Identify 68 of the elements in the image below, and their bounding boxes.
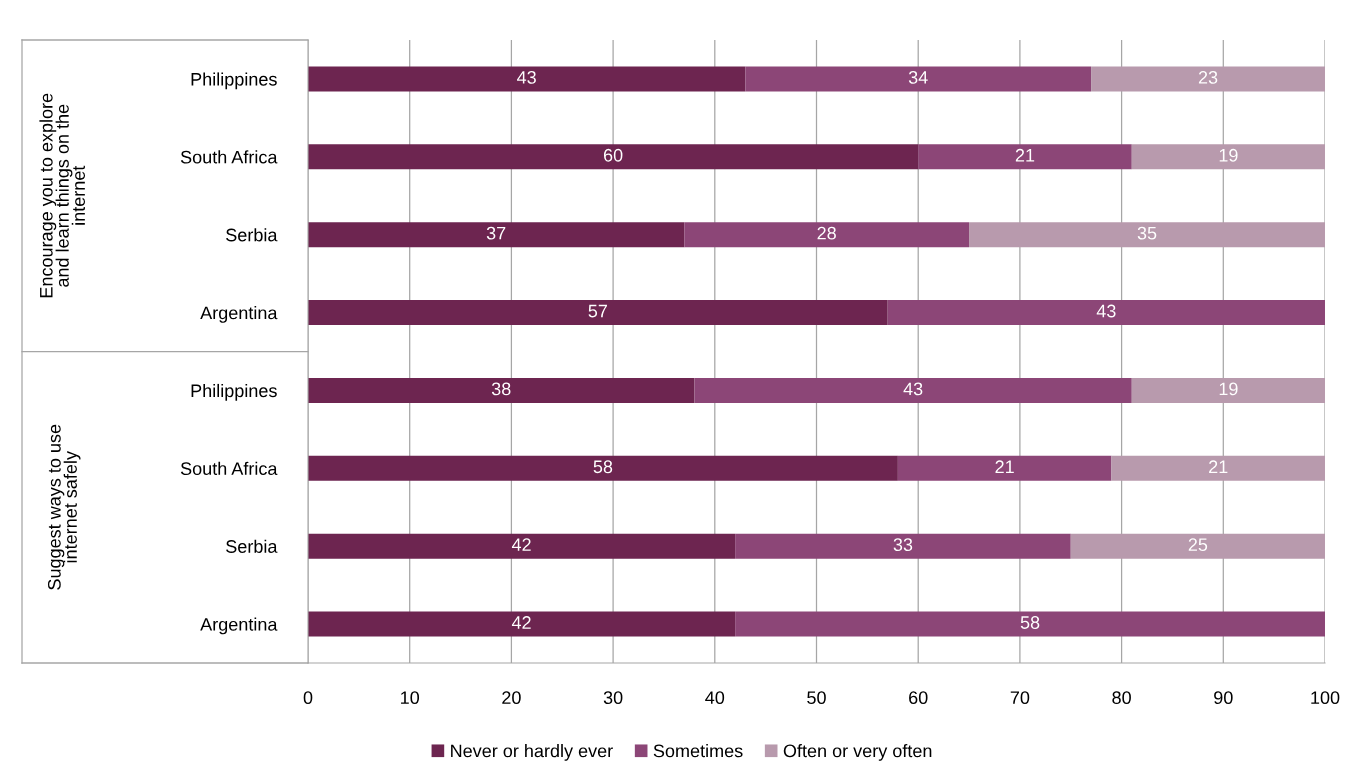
x-tick-label: 10 bbox=[401, 691, 420, 705]
x-tick-label: 90 bbox=[1214, 691, 1233, 705]
y-tick-label: South Africa bbox=[180, 461, 278, 476]
bar bbox=[969, 222, 1325, 248]
data-label: 58 bbox=[593, 460, 613, 474]
x-tick-label: 50 bbox=[807, 691, 826, 705]
bar bbox=[897, 455, 1112, 481]
data-label: 21 bbox=[1209, 460, 1228, 473]
x-tick-label: 100 bbox=[1311, 691, 1340, 705]
data-label: 34 bbox=[908, 71, 928, 84]
bar bbox=[887, 300, 1325, 326]
bar bbox=[735, 533, 1071, 559]
legend-label: Never or hardly ever bbox=[451, 744, 613, 761]
data-label: 19 bbox=[1219, 382, 1238, 396]
data-label: 43 bbox=[903, 382, 923, 396]
data-label: 42 bbox=[511, 616, 531, 629]
y-tick-label: Philippines bbox=[191, 72, 277, 90]
data-label: 37 bbox=[486, 226, 506, 240]
bar bbox=[308, 222, 685, 248]
y-tick-label: Serbia bbox=[226, 228, 278, 242]
data-label: 25 bbox=[1188, 538, 1208, 552]
bar bbox=[735, 611, 1325, 637]
data-label: 43 bbox=[517, 71, 536, 84]
x-tick-label: 70 bbox=[1010, 691, 1030, 705]
bar bbox=[308, 300, 888, 326]
x-tick-label: 40 bbox=[705, 691, 725, 705]
bar bbox=[308, 144, 919, 170]
y-tick-label: Serbia bbox=[226, 539, 278, 553]
legend-label: Sometimes bbox=[653, 744, 743, 758]
data-label: 60 bbox=[603, 148, 623, 162]
bar bbox=[1131, 144, 1325, 170]
data-label: 21 bbox=[1015, 148, 1035, 162]
data-label: 43 bbox=[1096, 304, 1116, 318]
bar bbox=[745, 66, 1092, 92]
data-label: 58 bbox=[1020, 616, 1040, 629]
data-label: 57 bbox=[588, 304, 607, 318]
x-tick-label: 30 bbox=[603, 691, 623, 705]
bar bbox=[1131, 377, 1325, 403]
bar bbox=[308, 533, 736, 559]
data-label: 33 bbox=[893, 538, 913, 552]
data-label: 35 bbox=[1137, 226, 1157, 240]
bar bbox=[1070, 533, 1325, 559]
bar bbox=[684, 222, 970, 248]
y-tick-label: South Africa bbox=[180, 150, 278, 164]
bar bbox=[308, 66, 746, 92]
x-tick-label: 80 bbox=[1112, 691, 1131, 705]
y-tick-label: Argentina bbox=[200, 617, 278, 635]
data-label: 38 bbox=[491, 382, 511, 396]
data-label: 42 bbox=[511, 538, 531, 551]
bar bbox=[1111, 455, 1325, 481]
x-tick-label: 60 bbox=[909, 691, 928, 705]
y-tick-label: Philippines bbox=[191, 383, 277, 401]
data-label: 23 bbox=[1198, 71, 1218, 84]
bar bbox=[308, 611, 736, 637]
bar bbox=[918, 144, 1132, 170]
text: Encourage you to explore and learn things on the internet bbox=[39, 93, 86, 298]
text: Suggest ways to use internet safely bbox=[47, 424, 81, 590]
bar bbox=[308, 455, 898, 481]
bar bbox=[308, 377, 695, 403]
bar bbox=[694, 377, 1132, 403]
legend-label: Often or very often bbox=[783, 744, 932, 761]
y-tick-label: Argentina bbox=[200, 306, 278, 323]
data-label: 28 bbox=[817, 226, 836, 240]
bar bbox=[1091, 66, 1325, 92]
x-tick-label: 0 bbox=[303, 691, 313, 705]
data-label: 19 bbox=[1219, 148, 1238, 162]
x-tick-label: 20 bbox=[502, 691, 521, 705]
data-label: 21 bbox=[995, 460, 1014, 473]
